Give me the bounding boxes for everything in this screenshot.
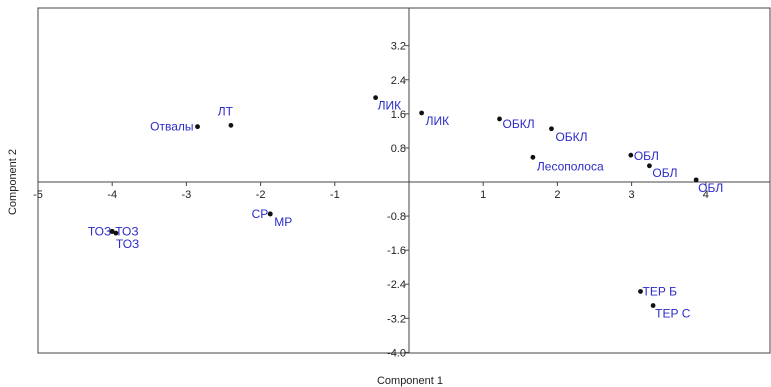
y-tick-label: 2.4: [391, 75, 406, 87]
point-label: ТЕР С: [655, 307, 691, 321]
data-point: [267, 211, 273, 217]
data-point: [497, 116, 502, 122]
y-tick-label: -3.2: [387, 313, 406, 325]
data-point: [530, 154, 536, 160]
point-label: ОБЛ: [698, 181, 723, 195]
y-tick-label: -4.0: [387, 347, 406, 359]
x-tick-label: -5: [33, 189, 43, 201]
point-label: СР: [252, 207, 269, 221]
y-tick-label: 3.2: [391, 41, 406, 53]
point-label: ОБЛ: [634, 149, 659, 163]
point-label: ОБЛ: [652, 166, 677, 180]
x-tick-label: 4: [703, 189, 709, 201]
point-label: МР: [274, 215, 292, 229]
x-tick-label: 1: [480, 189, 486, 201]
data-point: [195, 124, 200, 130]
data-point: [109, 229, 115, 234]
point-label: Лесополоса: [537, 159, 604, 173]
x-tick-label: -4: [107, 189, 117, 201]
y-tick-label: -1.6: [387, 245, 406, 257]
point-label: ТЕР Б: [643, 284, 678, 298]
y-axis-ticks: 3.2 2.4 1.6 0.8 -0.8 -1.6 -2.4 -3.2 -4.0: [387, 41, 409, 359]
x-tick-label: -1: [330, 189, 340, 201]
point-label: Отвалы: [150, 120, 193, 134]
data-point: [647, 163, 652, 169]
point-label: ЛТ: [218, 104, 234, 118]
point-label: ЛИК: [426, 114, 450, 128]
y-tick-label: -0.8: [387, 211, 406, 223]
x-tick-label: -3: [182, 189, 192, 201]
x-axis-ticks: -5 -4 -3 -2 -1 1 2 3 4: [33, 182, 709, 201]
data-point: [650, 303, 656, 308]
point-label: ЛИК: [378, 99, 402, 113]
data-point: [419, 110, 425, 116]
y-tick-label: -2.4: [387, 279, 406, 291]
data-point: [638, 289, 643, 294]
x-axis-title: Component 1: [377, 375, 443, 387]
y-axis-title: Component 2: [7, 149, 19, 215]
plot-frame: [37, 7, 771, 354]
data-point: [373, 95, 379, 101]
point-label: ТОЗ: [116, 237, 139, 251]
point-label: ТОЗ: [115, 224, 138, 238]
data-point: [693, 177, 699, 183]
data-point: [113, 230, 119, 236]
point-label: ОБКЛ: [503, 117, 535, 131]
data-point: [549, 126, 554, 132]
y-tick-label: 0.8: [391, 143, 406, 155]
data-point: [628, 152, 634, 158]
x-tick-label: -2: [256, 189, 266, 201]
x-tick-label: 2: [554, 189, 560, 201]
x-tick-label: 3: [629, 189, 635, 201]
data-point: [228, 122, 234, 128]
point-label: ТОЗ: [88, 224, 111, 238]
data-points: Отвалы ЛТ ЛИК ЛИК ОБКЛ ОБКЛ Лесополоса ОБЛ ОБЛ ОБ…: [88, 95, 723, 321]
y-tick-label: 1.6: [391, 109, 406, 121]
point-label: ОБКЛ: [555, 130, 587, 144]
